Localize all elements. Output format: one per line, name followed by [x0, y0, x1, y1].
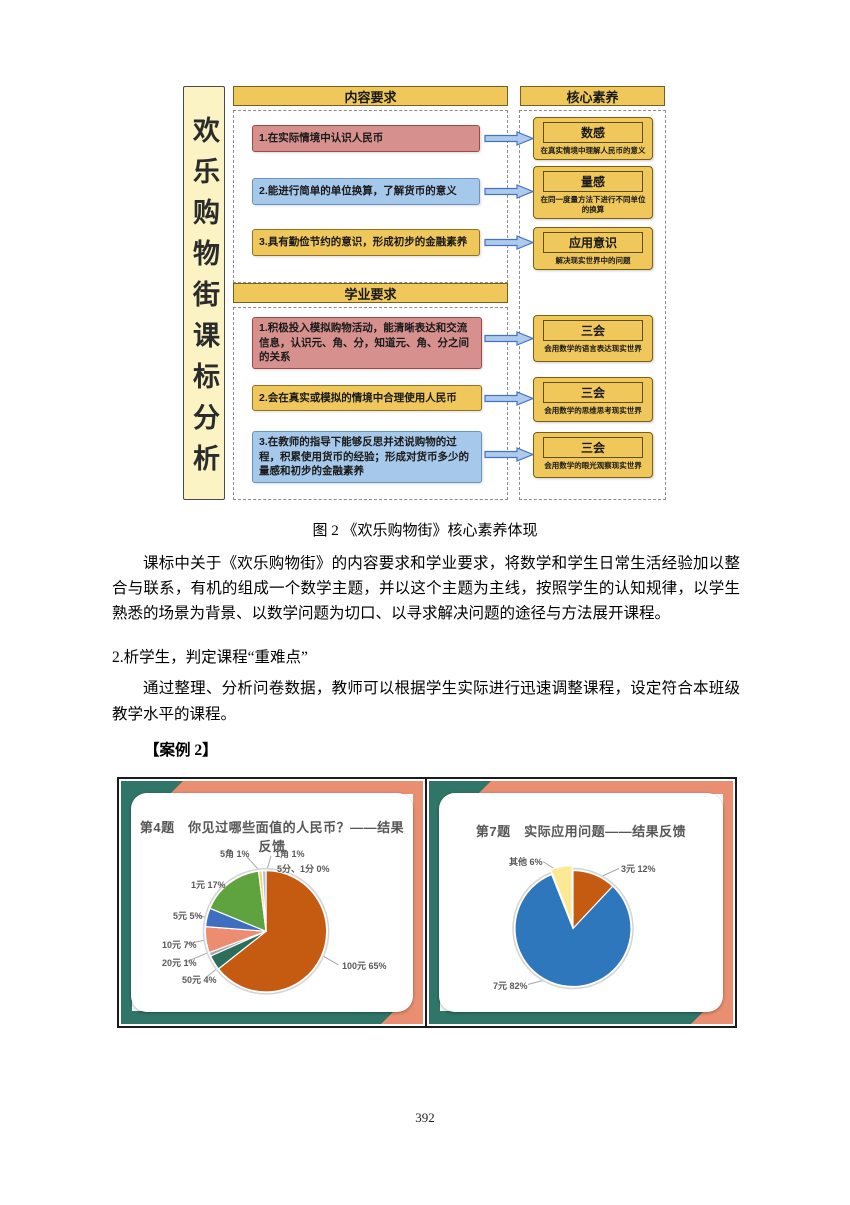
section-heading: 2.析学生，判定课程“重难点” — [112, 649, 308, 666]
pie-label: 10元 7% — [162, 940, 197, 950]
right-arrow-icon — [484, 235, 534, 250]
slide-cell: 第7题 实际应用问题——结果反馈 其他 6% 3元 12% 7元 82% — [427, 779, 735, 1026]
slide-q4: 第4题 你见过哪些面值的人民币？——结果反馈 5角 1% 1角 1% 5分、1分… — [121, 781, 423, 1024]
slide-q7: 第7题 实际应用问题——结果反馈 其他 6% 3元 12% 7元 82% — [429, 781, 733, 1024]
pie-slice — [514, 873, 632, 988]
core-box-subtitle: 解决现实世界中的问题 — [555, 256, 631, 265]
pie-chart-q7 — [512, 861, 634, 990]
slide-left-bar — [429, 781, 440, 1024]
core-box-title: 量感 — [543, 171, 643, 192]
slide-bottom-bar — [429, 1011, 733, 1024]
leader-line — [266, 855, 272, 870]
page-number: 392 — [415, 1110, 435, 1125]
slide-bottom-bar — [121, 1011, 423, 1024]
slide-title: 第4题 你见过哪些面值的人民币？——结果反馈 — [139, 820, 405, 854]
content-dashed-box — [233, 110, 508, 283]
pie-label: 5分、1分 0% — [277, 864, 330, 874]
core-box-title: 数感 — [543, 122, 643, 143]
pie-label: 1角 1% — [275, 849, 305, 859]
core-box-application: 应用意识 解决现实世界中的问题 — [533, 227, 653, 270]
pie-label: 7元 82% — [493, 981, 528, 991]
pie-chart-q4 — [185, 855, 339, 995]
body-paragraph: 通过整理、分析问卷数据，教师可以根据学生实际进行迅速调整课程，设定符合本班级教学… — [112, 680, 740, 723]
pie-label: 100元 65% — [342, 961, 387, 971]
leader-line — [321, 954, 339, 966]
academic-box-3: 3.在教师的指导下能够反思并述说购物的过程，积累使用货币的经验；形成对货币多少的… — [252, 431, 482, 484]
core-literacy-header: 核心素养 — [520, 86, 665, 106]
right-arrow-icon — [484, 331, 534, 346]
pie-slice — [217, 870, 328, 993]
slide-left-bar — [121, 781, 132, 1024]
case-label: 【案例 2】 — [144, 742, 218, 759]
content-box-2: 2.能进行简单的单位换算，了解货币的意义 — [252, 178, 480, 205]
slide-top-bar — [121, 781, 423, 794]
diagram-side-label: 欢乐购物街课标分析 — [183, 86, 225, 500]
core-box-title: 应用意识 — [543, 232, 643, 253]
body-paragraph: 课标中关于《欢乐购物街》的内容要求和学业要求，将数学和学生日常生活经验加以整合与… — [112, 555, 740, 622]
content-box-3: 3.具有勤俭节约的意识，形成初步的金融素养 — [252, 229, 480, 256]
core-box-number-sense: 数感 在真实情境中理解人民币的意义 — [533, 117, 653, 160]
pie-label: 其他 6% — [509, 857, 543, 867]
core-box-subtitle: 在同一度量方法下进行不同单位的换算 — [540, 195, 646, 214]
core-box-title: 三会 — [543, 382, 643, 403]
core-box-subtitle: 在真实情境中理解人民币的意义 — [540, 146, 646, 155]
core-box-three-abilities-3: 三会 会用数学的眼光观察现实世界 — [533, 432, 653, 478]
pie-slice — [549, 864, 573, 924]
case-slides-table: 第4题 你见过哪些面值的人民币？——结果反馈 5角 1% 1角 1% 5分、1分… — [117, 777, 737, 1028]
core-box-subtitle: 会用数学的语言表达现实世界 — [544, 344, 642, 353]
content-box-1: 1.在实际情境中认识人民币 — [252, 125, 480, 152]
core-box-quantity-sense: 量感 在同一度量方法下进行不同单位的换算 — [533, 166, 653, 219]
core-box-title: 三会 — [543, 320, 643, 341]
right-arrow-icon — [484, 391, 534, 406]
academic-box-2: 2.会在真实或模拟的情境中合理使用人民币 — [252, 385, 482, 411]
figure-caption: 图 2 《欢乐购物街》核心素养体现 — [312, 523, 538, 539]
right-arrow-icon — [484, 184, 534, 199]
slide-title: 第7题 实际应用问题——结果反馈 — [475, 824, 687, 839]
pie-label: 5元 5% — [173, 911, 203, 921]
pie-label: 1元 17% — [191, 880, 226, 890]
core-box-three-abilities-2: 三会 会用数学的思维思考现实世界 — [533, 377, 653, 422]
academic-requirements-header: 学业要求 — [233, 283, 508, 303]
pie-label: 5角 1% — [220, 849, 250, 859]
pie-label: 50元 4% — [182, 975, 217, 985]
core-box-subtitle: 会用数学的眼光观察现实世界 — [544, 461, 642, 470]
slide-right-bar — [413, 781, 423, 1024]
slide-cell: 第4题 你见过哪些面值的人民币？——结果反馈 5角 1% 1角 1% 5分、1分… — [119, 779, 427, 1026]
pie-label: 20元 1% — [162, 958, 197, 968]
core-box-subtitle: 会用数学的思维思考现实世界 — [544, 406, 642, 415]
core-box-three-abilities-1: 三会 会用数学的语言表达现实世界 — [533, 315, 653, 362]
slide-right-bar — [723, 781, 733, 1024]
academic-box-1: 1.积极投入模拟购物活动，能清晰表达和交流信息，认识元、角、分，知道元、角、分之… — [252, 317, 482, 370]
slide-top-bar — [429, 781, 733, 794]
core-dashed-box — [519, 110, 666, 500]
right-arrow-icon — [484, 447, 534, 462]
pie-label: 3元 12% — [621, 864, 656, 874]
content-requirements-header: 内容要求 — [233, 86, 508, 106]
right-arrow-icon — [484, 131, 534, 146]
pie-slice — [209, 870, 267, 933]
pie-slice — [261, 870, 267, 932]
core-box-title: 三会 — [543, 437, 643, 458]
academic-dashed-box — [233, 307, 508, 500]
